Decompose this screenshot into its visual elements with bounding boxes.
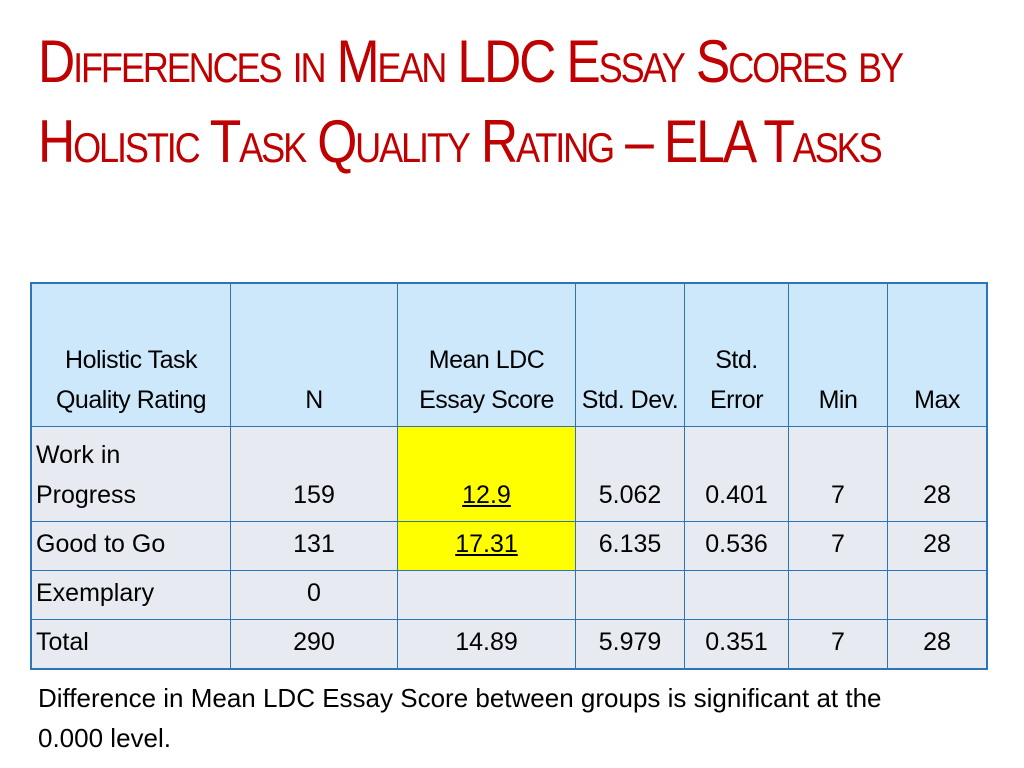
table-cell: 7 [788, 619, 888, 670]
table-cell [684, 570, 789, 620]
table-cell: 14.89 [397, 619, 576, 670]
table-cell: 28 [887, 521, 988, 571]
table-cell: 7 [788, 521, 888, 571]
table-cell: 5.979 [575, 619, 685, 670]
table-cell: 28 [887, 426, 988, 522]
table-row: Exemplary 0 [30, 570, 988, 620]
table-cell: 0.536 [684, 521, 789, 571]
header-cell: Std. Error [684, 282, 789, 427]
table-cell: 290 [230, 619, 398, 670]
table-cell: 5.062 [575, 426, 685, 522]
table-cell: 6.135 [575, 521, 685, 571]
table-cell [575, 570, 685, 620]
table-cell: Total [30, 619, 231, 670]
table-cell: Exemplary [30, 570, 231, 620]
table-cell: 131 [230, 521, 398, 571]
table-cell [887, 570, 988, 620]
table-cell [397, 570, 576, 620]
table-cell: 0.401 [684, 426, 789, 522]
footnote: Difference in Mean LDC Essay Score betwe… [38, 683, 882, 753]
slide-title: Differences in Mean LDC Essay Scores by … [38, 28, 904, 175]
table-cell: 12.9 [397, 426, 576, 522]
header-cell: Std. Dev. [575, 282, 685, 427]
header-cell: Mean LDC Essay Score [397, 282, 576, 427]
header-cell: N [230, 282, 398, 427]
table-cell: 7 [788, 426, 888, 522]
table-cell: 28 [887, 619, 988, 670]
table-row: Good to Go 131 17.31 6.135 0.536 7 28 [30, 521, 988, 571]
table-cell: 0.351 [684, 619, 789, 670]
header-cell: Min [788, 282, 888, 427]
table-cell: Work in Progress [30, 426, 231, 522]
header-row: Holistic Task Quality Rating N Mean LDC Es… [30, 282, 988, 427]
table-cell: 159 [230, 426, 398, 522]
table-cell [788, 570, 888, 620]
header-cell: Holistic Task Quality Rating [30, 282, 231, 427]
table-cell: 17.31 [397, 521, 576, 571]
table-cell: Good to Go [30, 521, 231, 571]
table-cell: 0 [230, 570, 398, 620]
table-row: Total 290 14.89 5.979 0.351 7 28 [30, 619, 988, 670]
table-row: Work in Progress 159 12.9 5.062 0.401 7 28 [30, 426, 988, 522]
data-table: Holistic Task Quality Rating N Mean LDC Es… [30, 282, 988, 670]
header-cell: Max [887, 282, 988, 427]
